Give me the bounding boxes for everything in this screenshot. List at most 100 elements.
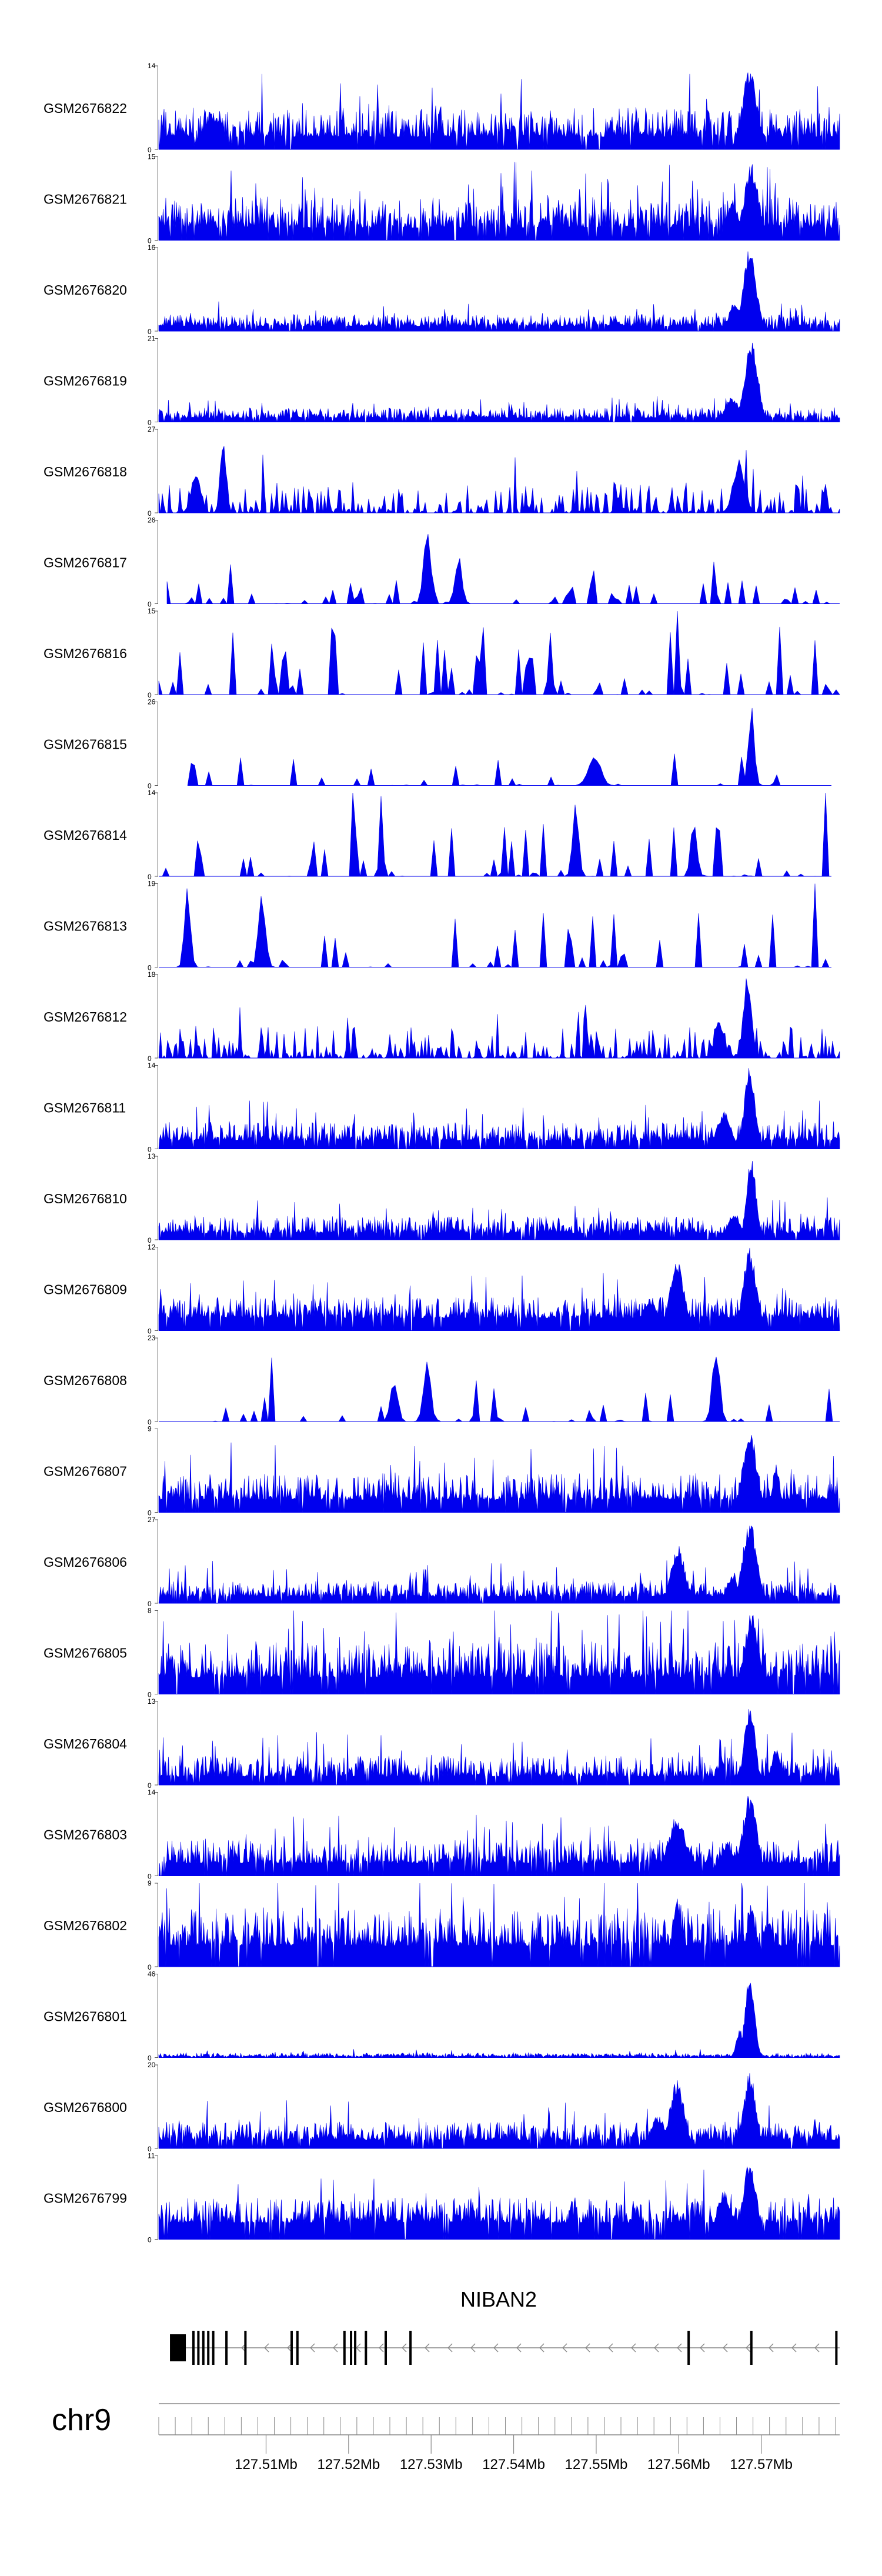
axis-tick-label: 127.53Mb <box>400 2457 463 2472</box>
coverage-area <box>158 1434 840 1513</box>
strand-arrow <box>287 2343 292 2353</box>
gene-exon <box>354 2331 357 2365</box>
track-label: GSM2676820 <box>44 282 127 298</box>
y-min-label: 0 <box>148 419 152 427</box>
track-GSM2676799: GSM2676799 11 0 <box>44 2152 840 2244</box>
track-GSM2676817: GSM2676817 26 0 <box>44 516 840 609</box>
y-min-label: 0 <box>148 964 152 972</box>
track-label: GSM2676807 <box>44 1464 127 1479</box>
track-GSM2676805: GSM2676805 8 0 <box>44 1607 840 1699</box>
track-label: GSM2676812 <box>44 1009 127 1025</box>
strand-arrow <box>608 2343 613 2353</box>
strand-arrow <box>769 2343 774 2353</box>
coverage-area <box>159 1356 840 1422</box>
track-label: GSM2676814 <box>44 827 127 843</box>
track-GSM2676813: GSM2676813 19 0 <box>44 880 831 972</box>
strand-arrow <box>516 2343 522 2353</box>
y-min-label: 0 <box>148 1781 152 1790</box>
strand-arrow <box>379 2343 384 2353</box>
strand-arrow <box>310 2343 315 2353</box>
track-GSM2676809: GSM2676809 12 0 <box>44 1243 840 1336</box>
track-GSM2676801: GSM2676801 46 0 <box>44 1970 840 2063</box>
gene-exon <box>365 2331 368 2365</box>
track-label: GSM2676822 <box>44 101 127 116</box>
gene-exon <box>350 2331 353 2365</box>
y-max-label: 15 <box>148 607 156 615</box>
coverage-area <box>158 2073 840 2149</box>
y-min-label: 0 <box>148 1509 152 1517</box>
track-GSM2676822: GSM2676822 14 0 <box>44 62 840 154</box>
axis-tick-label: 127.51Mb <box>235 2457 298 2472</box>
track-label: GSM2676809 <box>44 1282 127 1297</box>
track-label: GSM2676815 <box>44 737 127 752</box>
chromosome-label: chr9 <box>52 2403 111 2437</box>
track-GSM2676815: GSM2676815 26 0 <box>44 698 831 790</box>
track-label: GSM2676803 <box>44 1827 127 1843</box>
y-min-label: 0 <box>148 1600 152 1608</box>
strand-arrow <box>791 2343 797 2353</box>
y-max-label: 16 <box>148 243 156 252</box>
y-max-label: 14 <box>148 62 156 70</box>
y-min-label: 0 <box>148 328 152 336</box>
track-label: GSM2676821 <box>44 192 127 207</box>
y-min-label: 0 <box>148 1963 152 1971</box>
coverage-area <box>158 251 840 332</box>
track-label: GSM2676800 <box>44 2100 127 2115</box>
y-min-label: 0 <box>148 2236 152 2244</box>
track-GSM2676814: GSM2676814 14 0 <box>44 789 831 881</box>
coverage-area <box>158 978 840 1059</box>
strand-arrow <box>402 2343 407 2353</box>
y-max-label: 18 <box>148 970 156 979</box>
track-label: GSM2676799 <box>44 2191 127 2206</box>
coverage-area <box>158 1796 840 1876</box>
track-label: GSM2676804 <box>44 1736 127 1751</box>
axis-tick-label: 127.52Mb <box>317 2457 380 2472</box>
strand-arrow <box>470 2343 476 2353</box>
y-min-label: 0 <box>148 1055 152 1063</box>
y-max-label: 26 <box>148 516 156 525</box>
gene-exon <box>385 2331 387 2365</box>
coverage-tracks: GSM2676822140GSM2676821150GSM2676820160G… <box>44 62 840 2244</box>
coverage-area <box>158 1883 840 1967</box>
y-min-label: 0 <box>148 2145 152 2153</box>
track-GSM2676810: GSM2676810 13 0 <box>44 1152 840 1244</box>
y-min-label: 0 <box>148 1236 152 1244</box>
y-max-label: 26 <box>148 698 156 706</box>
y-min-label: 0 <box>148 782 152 790</box>
strand-arrow <box>723 2343 728 2353</box>
track-label: GSM2676802 <box>44 1918 127 1933</box>
y-max-label: 12 <box>148 1243 156 1252</box>
y-max-label: 21 <box>148 335 156 343</box>
y-min-label: 0 <box>148 1327 152 1336</box>
y-max-label: 11 <box>148 2152 155 2160</box>
y-max-label: 9 <box>148 1425 152 1433</box>
coverage-area <box>158 72 840 150</box>
track-label: GSM2676819 <box>44 373 127 389</box>
strand-arrow <box>814 2343 820 2353</box>
coverage-area <box>158 1160 840 1240</box>
y-max-label: 13 <box>148 1697 156 1706</box>
y-max-label: 14 <box>148 1062 156 1070</box>
y-max-label: 20 <box>148 2061 156 2069</box>
gene-exon <box>290 2331 293 2365</box>
track-GSM2676812: GSM2676812 18 0 <box>44 970 840 1063</box>
coverage-area <box>158 2166 840 2240</box>
y-max-label: 9 <box>148 1879 152 1887</box>
track-label: GSM2676808 <box>44 1373 127 1388</box>
gene-track: NIBAN2 <box>170 2287 840 2365</box>
track-GSM2676803: GSM2676803 14 0 <box>44 1788 840 1881</box>
coverage-area <box>158 1709 840 1786</box>
gene-exon <box>202 2331 205 2365</box>
y-min-label: 0 <box>148 1146 152 1154</box>
strand-arrow <box>700 2343 705 2353</box>
track-GSM2676811: GSM2676811 14 0 <box>44 1062 840 1154</box>
coverage-area <box>158 1068 840 1149</box>
gene-exon <box>296 2331 299 2365</box>
gene-exon <box>409 2331 412 2365</box>
y-max-label: 23 <box>148 1334 156 1342</box>
strand-arrow <box>677 2343 682 2353</box>
track-GSM2676818: GSM2676818 27 0 <box>44 425 840 518</box>
track-GSM2676821: GSM2676821 15 0 <box>44 153 840 245</box>
y-min-label: 0 <box>148 1691 152 1699</box>
y-max-label: 15 <box>148 153 156 161</box>
